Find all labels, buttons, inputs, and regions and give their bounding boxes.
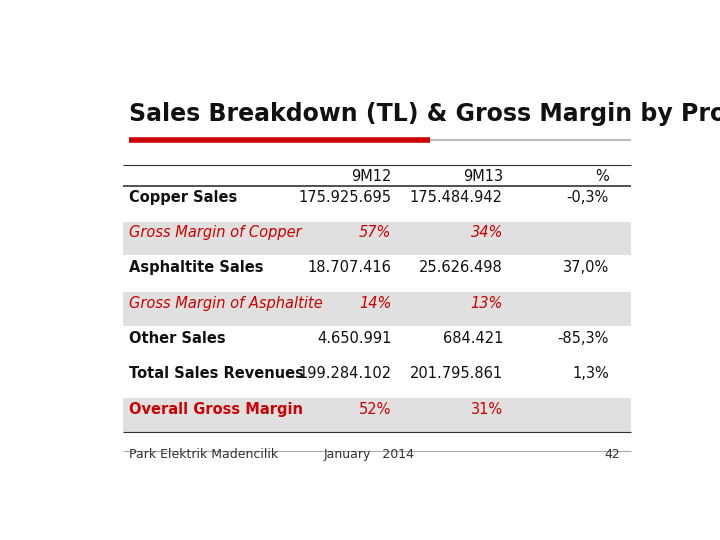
Text: 18.707.416: 18.707.416 [307,260,392,275]
Text: 25.626.498: 25.626.498 [419,260,503,275]
Text: 31%: 31% [471,402,503,416]
FancyBboxPatch shape [124,399,631,432]
Text: -85,3%: -85,3% [557,331,609,346]
Text: 52%: 52% [359,402,392,416]
Text: Other Sales: Other Sales [129,331,225,346]
Text: 175.484.942: 175.484.942 [410,190,503,205]
Text: 199.284.102: 199.284.102 [298,366,392,381]
Text: 9M12: 9M12 [351,168,392,184]
Text: January   2014: January 2014 [323,448,415,461]
Text: 13%: 13% [471,295,503,310]
Text: 175.925.695: 175.925.695 [298,190,392,205]
Text: 1,3%: 1,3% [572,366,609,381]
Text: Asphaltite Sales: Asphaltite Sales [129,260,264,275]
Text: Sales Breakdown (TL) & Gross Margin by Products: Sales Breakdown (TL) & Gross Margin by P… [129,102,720,126]
Text: Copper Sales: Copper Sales [129,190,238,205]
Text: 57%: 57% [359,225,392,240]
Text: Total Sales Revenues: Total Sales Revenues [129,366,304,381]
Text: Park Elektrik Madencilik: Park Elektrik Madencilik [129,448,278,461]
Text: 14%: 14% [359,295,392,310]
Text: 201.795.861: 201.795.861 [410,366,503,381]
FancyBboxPatch shape [124,292,631,326]
Text: %: % [595,168,609,184]
Text: 34%: 34% [471,225,503,240]
Text: 684.421: 684.421 [443,331,503,346]
FancyBboxPatch shape [124,221,631,255]
Text: Overall Gross Margin: Overall Gross Margin [129,402,303,416]
Text: 42: 42 [604,448,620,461]
Text: -0,3%: -0,3% [567,190,609,205]
Text: 9M13: 9M13 [463,168,503,184]
Text: Gross Margin of Copper: Gross Margin of Copper [129,225,302,240]
Text: 4.650.991: 4.650.991 [317,331,392,346]
Text: Gross Margin of Asphaltite: Gross Margin of Asphaltite [129,295,323,310]
Text: 37,0%: 37,0% [563,260,609,275]
